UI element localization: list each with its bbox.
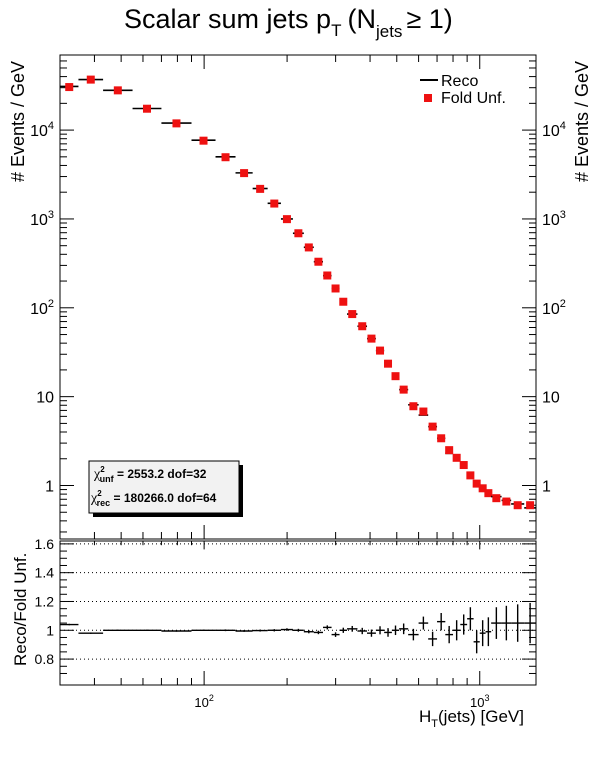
fold-unf-point xyxy=(294,229,303,238)
fold-unf-point xyxy=(199,136,208,145)
fold-unf-point xyxy=(221,153,230,162)
y-tick-label: 102 xyxy=(30,298,54,318)
upper-y-axis-label-right: # Events / GeV xyxy=(572,61,592,182)
fold-unf-point xyxy=(445,446,454,455)
fold-unf-point xyxy=(391,372,400,381)
chi2-rec-text: χ2 rec = 180266.0 dof=64 xyxy=(90,489,217,508)
y-tick-label-right: 102 xyxy=(542,298,566,318)
y-tick-label: 1.4 xyxy=(35,565,55,581)
fold-unf-point xyxy=(256,184,265,193)
fold-unf-point xyxy=(142,104,151,113)
y-tick-label: 103 xyxy=(30,209,54,229)
fold-unf-point xyxy=(65,83,74,92)
fold-unf-point xyxy=(86,75,95,84)
lower-x-tick-labels: 102 103 xyxy=(194,693,489,710)
fold-unf-point xyxy=(314,257,323,266)
fold-unf-point xyxy=(358,322,367,331)
upper-data-marks xyxy=(60,75,536,510)
fold-unf-point xyxy=(172,119,181,128)
legend-fold-unf-marker xyxy=(424,94,432,102)
x-axis-label: HT(jets) [GeV] xyxy=(419,707,524,730)
y-tick-label: 0.8 xyxy=(35,651,55,667)
y-tick-label: 104 xyxy=(30,120,54,140)
fold-unf-point xyxy=(428,422,437,431)
chart-title: Scalar sum jets pT (Njets ≥ 1) xyxy=(124,4,453,41)
lower-grid xyxy=(60,543,536,660)
fold-unf-point xyxy=(384,359,393,368)
fold-unf-point xyxy=(270,199,279,208)
fold-unf-point xyxy=(304,243,313,252)
fold-unf-point xyxy=(323,271,332,280)
lower-y-axis-label: Reco/Fold Unf. xyxy=(11,553,30,666)
fold-unf-point xyxy=(339,297,348,306)
fold-unf-point xyxy=(472,479,481,488)
legend: Reco Fold Unf. xyxy=(420,73,506,107)
fold-unf-point xyxy=(376,346,385,355)
y-tick-label: 1.6 xyxy=(35,536,55,552)
legend-fold-unf-label: Fold Unf. xyxy=(441,90,506,107)
upper-plot-frame xyxy=(59,54,537,540)
chi2-box: χ2 unf = 2553.2 dof=32 χ2 rec = 180266.0 d… xyxy=(88,460,243,517)
upper-axis-ticks xyxy=(59,54,536,539)
fold-unf-point xyxy=(409,402,418,411)
y-tick-label-right: 10 xyxy=(542,390,560,407)
fold-unf-point xyxy=(478,484,487,493)
fold-unf-point xyxy=(526,501,535,510)
y-tick-label-right: 1 xyxy=(542,479,551,496)
y-tick-label: 10 xyxy=(36,390,54,407)
lower-plot-frame xyxy=(59,540,537,686)
fold-unf-point xyxy=(459,461,468,470)
x-tick-label: 103 xyxy=(470,693,489,710)
lower-y-tick-labels: 0.8 1 1.2 1.4 1.6 xyxy=(35,536,55,667)
chi2-box-background xyxy=(88,460,240,514)
fold-unf-point xyxy=(399,385,408,394)
y-tick-label-right: 104 xyxy=(542,120,566,140)
x-tick-label: 102 xyxy=(194,693,213,710)
fold-unf-point xyxy=(466,471,475,480)
fold-unf-point xyxy=(502,497,511,506)
lower-data-marks xyxy=(60,602,536,654)
fold-unf-point xyxy=(240,169,249,178)
legend-reco-label: Reco xyxy=(441,73,478,90)
fold-unf-point xyxy=(452,453,461,462)
fold-unf-point xyxy=(492,494,501,503)
lower-axis-ticks xyxy=(59,541,536,685)
y-tick-label-right: 103 xyxy=(542,209,566,229)
fold-unf-point xyxy=(367,334,376,343)
chi2-unf-text: χ2 unf = 2553.2 dof=32 xyxy=(93,465,207,484)
upper-y-tick-labels-right: 1 10 102 103 104 xyxy=(542,120,566,495)
fold-unf-point xyxy=(331,284,340,293)
fold-unf-point xyxy=(113,86,122,95)
y-tick-label: 1 xyxy=(45,479,54,496)
upper-y-axis-label: # Events / GeV xyxy=(8,61,28,182)
fold-unf-point xyxy=(348,310,357,319)
fold-unf-point xyxy=(513,501,522,510)
fold-unf-point xyxy=(437,434,446,443)
y-tick-label: 1.2 xyxy=(35,593,55,609)
fold-unf-point xyxy=(484,489,493,498)
fold-unf-point xyxy=(419,407,428,416)
fold-unf-point xyxy=(282,215,291,224)
y-tick-label: 1 xyxy=(46,622,54,638)
upper-y-tick-labels: 1 10 102 103 104 xyxy=(30,120,54,495)
